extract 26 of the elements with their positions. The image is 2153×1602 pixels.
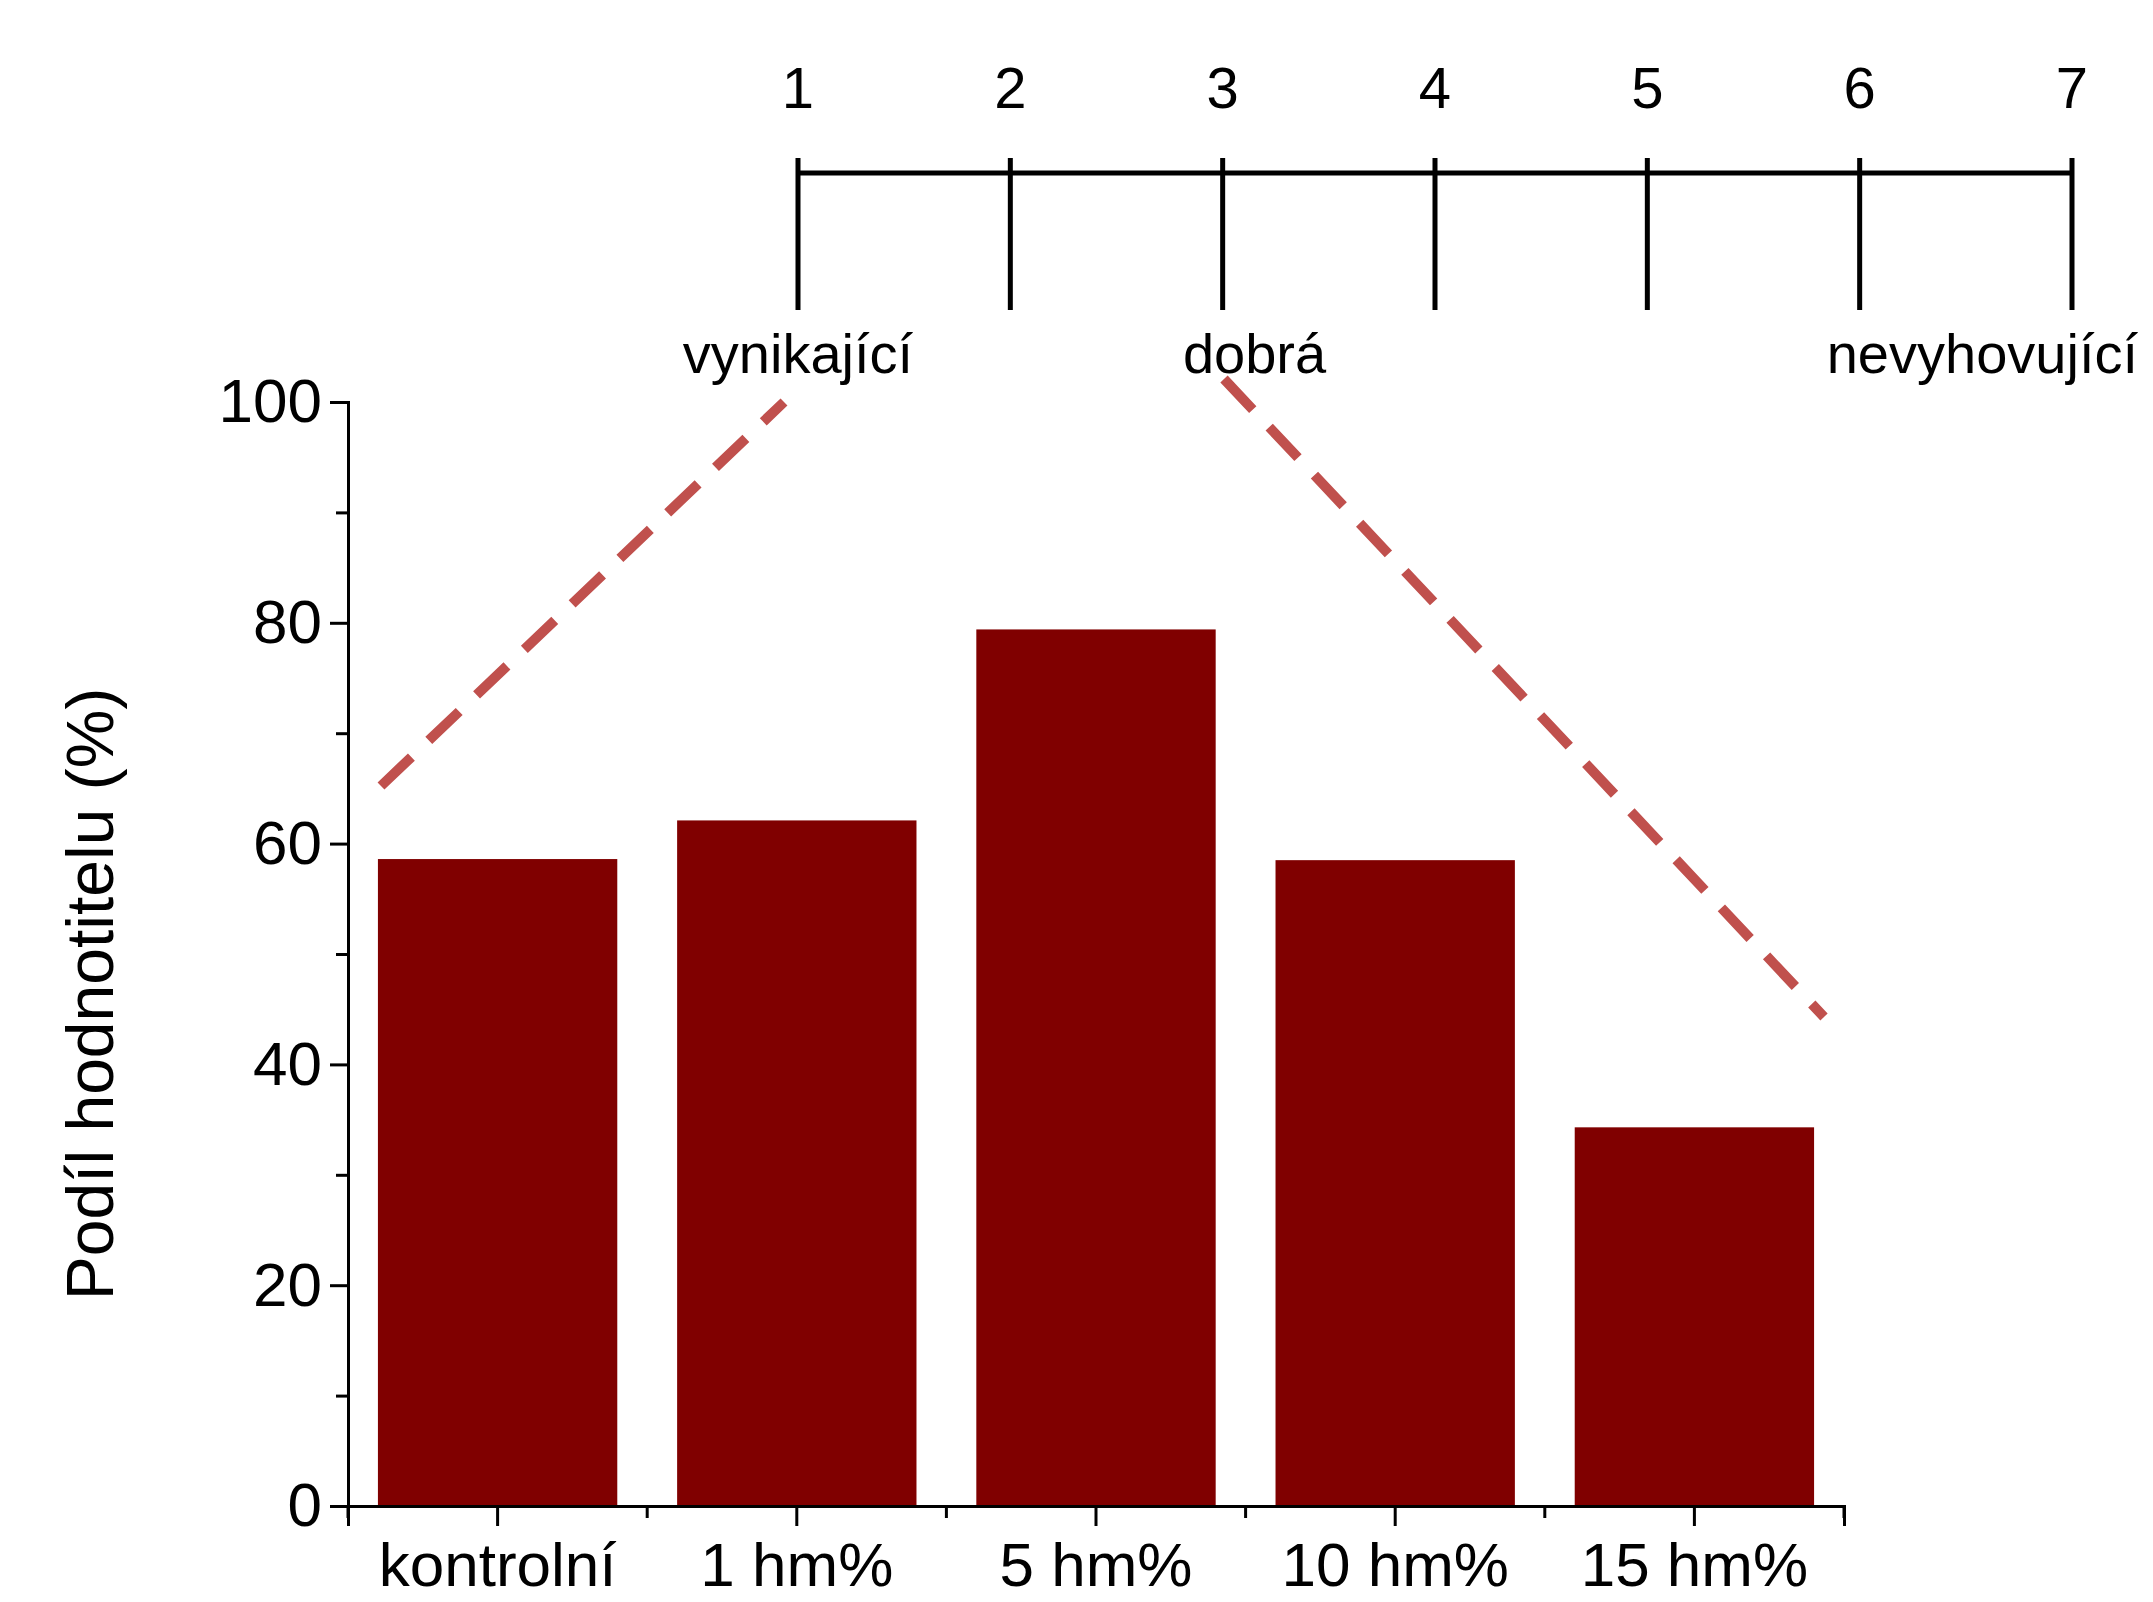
bar [976,629,1216,1506]
x-tick-label: kontrolní [378,1530,617,1600]
x2-tick-label: 7 [2055,55,2089,120]
y-tick-label: 80 [253,587,322,657]
y-tick-label: 100 [218,366,322,436]
x-tick-label: 15 hm% [1580,1530,1809,1600]
x2-tick-label: 2 [994,55,1027,120]
x2-tick-label: 3 [1206,55,1239,120]
bar [677,820,917,1506]
y-tick-label: 20 [253,1249,322,1319]
x2-tick-label: 6 [1843,55,1876,120]
x-tick-label: 1 hm% [700,1530,894,1600]
text: vynikající [682,322,914,385]
text: dobrá [1182,322,1327,385]
y-axis-title: Podíl hodnotitelu (%) [53,687,127,1301]
bar [1574,1127,1815,1506]
y-tick-label: 0 [287,1470,322,1540]
x-tick-label: 5 hm% [999,1530,1193,1600]
x2-tick-label: 5 [1631,55,1664,120]
y-tick-label: 40 [253,1028,322,1098]
y-tick-label: 60 [253,807,322,877]
x2-tick-label: 1 [781,55,815,120]
x2-tick-label: 4 [1418,55,1452,120]
text: nevyhovující [1826,322,2139,385]
bar [377,859,618,1506]
x-tick-label: 10 hm% [1281,1530,1509,1600]
